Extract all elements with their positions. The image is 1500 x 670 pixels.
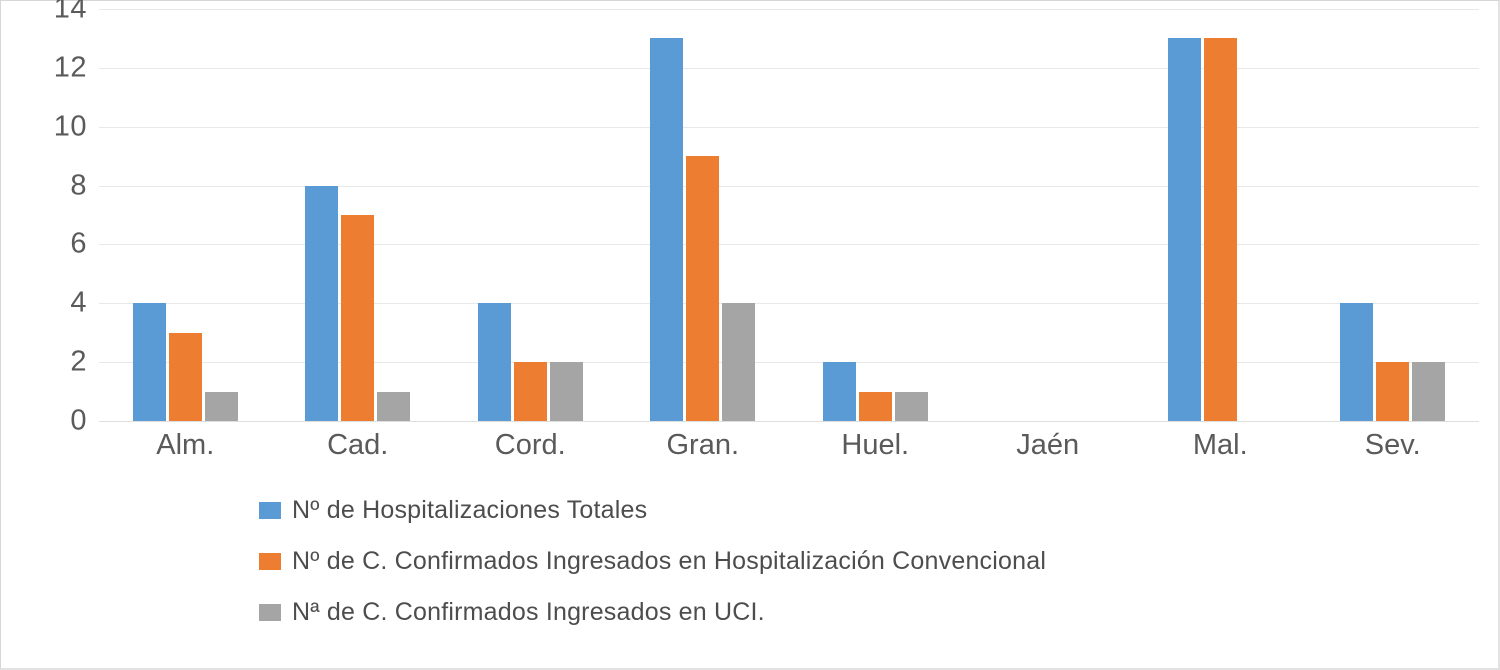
bar-groups xyxy=(99,9,1479,421)
bar[interactable] xyxy=(305,185,339,421)
bar[interactable] xyxy=(377,391,411,421)
x-axis: Alm. Cad. Cord. Gran. Huel. Jaén Mal. Sev. xyxy=(99,429,1479,462)
plot-area: 0 2 4 6 8 10 12 14 Alm. Cad. Cord. Gran. Huel. Jaén M… xyxy=(1,0,1500,481)
legend-swatch-icon xyxy=(259,604,281,621)
bar[interactable] xyxy=(1412,362,1446,421)
gridline xyxy=(99,126,1479,128)
bar-group xyxy=(1307,9,1480,421)
bar[interactable] xyxy=(858,391,892,421)
x-axis-tick-label: Jaén xyxy=(1016,429,1080,461)
legend-item[interactable]: Nº de C. Confirmados Ingresados en Hospi… xyxy=(259,547,1046,576)
gridline xyxy=(99,362,1479,364)
y-axis-tick-label: 2 xyxy=(70,345,87,378)
x-axis-tick-label: Gran. xyxy=(666,429,740,461)
bar[interactable] xyxy=(341,215,375,421)
gridline xyxy=(99,67,1479,69)
bar[interactable] xyxy=(722,303,756,421)
gridline xyxy=(99,9,1479,10)
legend-item[interactable]: Nª de C. Confirmados Ingresados en UCI. xyxy=(259,598,1046,627)
y-axis-tick-label: 0 xyxy=(70,404,87,437)
y-axis: 0 2 4 6 8 10 12 14 xyxy=(19,0,87,437)
gridline xyxy=(99,303,1479,305)
bar[interactable] xyxy=(1203,38,1237,421)
bar-group xyxy=(272,9,445,421)
bar[interactable] xyxy=(132,303,166,421)
bar[interactable] xyxy=(686,156,720,421)
bar[interactable] xyxy=(894,391,928,421)
chart-legend: Nº de Hospitalizaciones Totales Nº de C. … xyxy=(259,496,1046,627)
x-axis-tick-label: Huel. xyxy=(841,429,910,461)
legend-label: Nª de C. Confirmados Ingresados en UCI. xyxy=(292,598,765,626)
y-axis-tick-label: 4 xyxy=(70,286,87,319)
bar-group xyxy=(444,9,617,421)
bar[interactable] xyxy=(822,362,856,421)
bar[interactable] xyxy=(1376,362,1410,421)
bar-group xyxy=(1134,9,1307,421)
legend-swatch-icon xyxy=(259,502,281,519)
axis-baseline xyxy=(99,421,1479,422)
legend-label: Nº de C. Confirmados Ingresados en Hospi… xyxy=(292,547,1047,575)
y-axis-tick-label: 14 xyxy=(53,0,87,25)
x-axis-tick-label: Alm. xyxy=(156,429,215,461)
y-axis-tick-label: 10 xyxy=(53,110,87,143)
y-axis-tick-label: 8 xyxy=(70,169,87,202)
bar-group xyxy=(789,9,962,421)
x-axis-tick-label: Sev. xyxy=(1364,429,1421,461)
gridline xyxy=(99,185,1479,187)
legend-label: Nº de Hospitalizaciones Totales xyxy=(292,496,648,524)
x-axis-tick-label: Mal. xyxy=(1192,429,1248,461)
legend-item[interactable]: Nº de Hospitalizaciones Totales xyxy=(259,496,1046,525)
gridline xyxy=(99,244,1479,246)
bar[interactable] xyxy=(549,362,583,421)
bar-group xyxy=(99,9,272,421)
bar[interactable] xyxy=(1167,38,1201,421)
y-axis-tick-label: 12 xyxy=(53,51,87,84)
bar[interactable] xyxy=(650,38,684,421)
legend-swatch-icon xyxy=(259,553,281,570)
gridlines xyxy=(99,9,1479,422)
x-axis-tick-label: Cord. xyxy=(494,429,566,461)
bar[interactable] xyxy=(168,332,202,421)
y-axis-tick-label: 6 xyxy=(70,227,87,260)
bar[interactable] xyxy=(1340,303,1374,421)
x-axis-tick-label: Cad. xyxy=(327,429,389,461)
bar-group xyxy=(962,9,1135,421)
bar[interactable] xyxy=(477,303,511,421)
bar-group xyxy=(617,9,790,421)
bar[interactable] xyxy=(204,391,238,421)
bar[interactable] xyxy=(513,362,547,421)
